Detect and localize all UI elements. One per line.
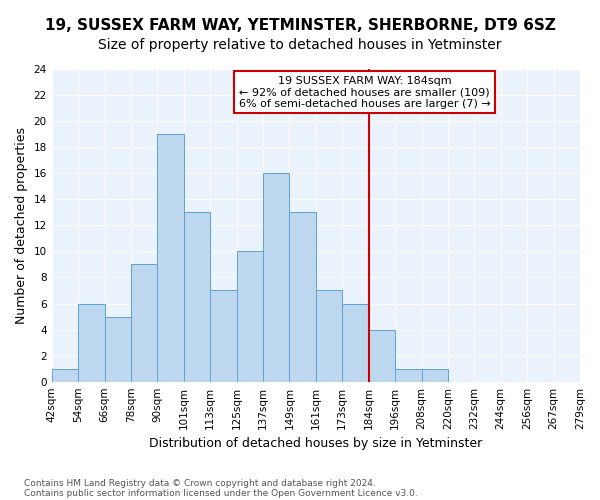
Bar [395, 368, 421, 382]
Bar [263, 173, 289, 382]
Y-axis label: Number of detached properties: Number of detached properties [15, 127, 28, 324]
Text: Contains HM Land Registry data © Crown copyright and database right 2024.: Contains HM Land Registry data © Crown c… [24, 478, 376, 488]
X-axis label: Distribution of detached houses by size in Yetminster: Distribution of detached houses by size … [149, 437, 482, 450]
Text: Contains public sector information licensed under the Open Government Licence v3: Contains public sector information licen… [24, 488, 418, 498]
Bar [289, 212, 316, 382]
Bar [316, 290, 342, 382]
Bar [157, 134, 184, 382]
Text: Size of property relative to detached houses in Yetminster: Size of property relative to detached ho… [98, 38, 502, 52]
Text: 19, SUSSEX FARM WAY, YETMINSTER, SHERBORNE, DT9 6SZ: 19, SUSSEX FARM WAY, YETMINSTER, SHERBOR… [44, 18, 556, 32]
Bar [368, 330, 395, 382]
Text: 19 SUSSEX FARM WAY: 184sqm
← 92% of detached houses are smaller (109)
6% of semi: 19 SUSSEX FARM WAY: 184sqm ← 92% of deta… [239, 76, 491, 108]
Bar [78, 304, 104, 382]
Bar [104, 316, 131, 382]
Bar [421, 368, 448, 382]
Bar [52, 368, 78, 382]
Bar [342, 304, 368, 382]
Bar [210, 290, 236, 382]
Bar [131, 264, 157, 382]
Bar [184, 212, 210, 382]
Bar [236, 252, 263, 382]
